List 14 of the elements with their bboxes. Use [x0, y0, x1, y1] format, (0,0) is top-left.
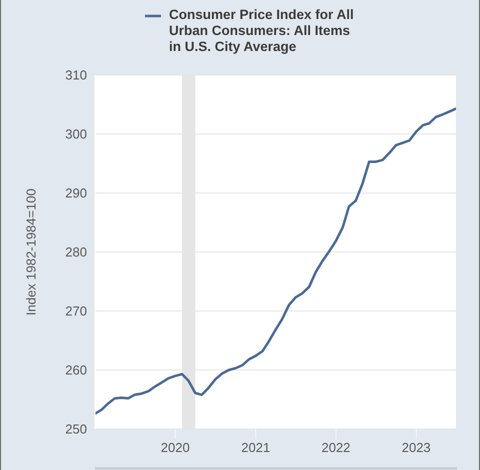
y-tick-label: 280: [65, 244, 87, 260]
y-tick-label: 250: [65, 422, 87, 437]
y-tick-label: 310: [65, 68, 87, 83]
y-tick-label: 270: [65, 304, 87, 319]
x-tick-label: 2022: [322, 440, 350, 456]
x-tick-label: 2021: [241, 440, 270, 456]
line-series: [95, 107, 456, 415]
y-tick-label: 300: [65, 126, 87, 142]
y-tick-label: 260: [65, 362, 87, 378]
y-axis-title: Index 1982-1984=100: [24, 188, 38, 316]
y-tick-label: 290: [65, 186, 87, 201]
x-tick-label: 2023: [402, 440, 431, 456]
x-tick-label: 2020: [160, 440, 190, 456]
legend-label: Consumer Price Index for All Urban Consumers: All Items in U.S. City Average: [169, 7, 355, 55]
